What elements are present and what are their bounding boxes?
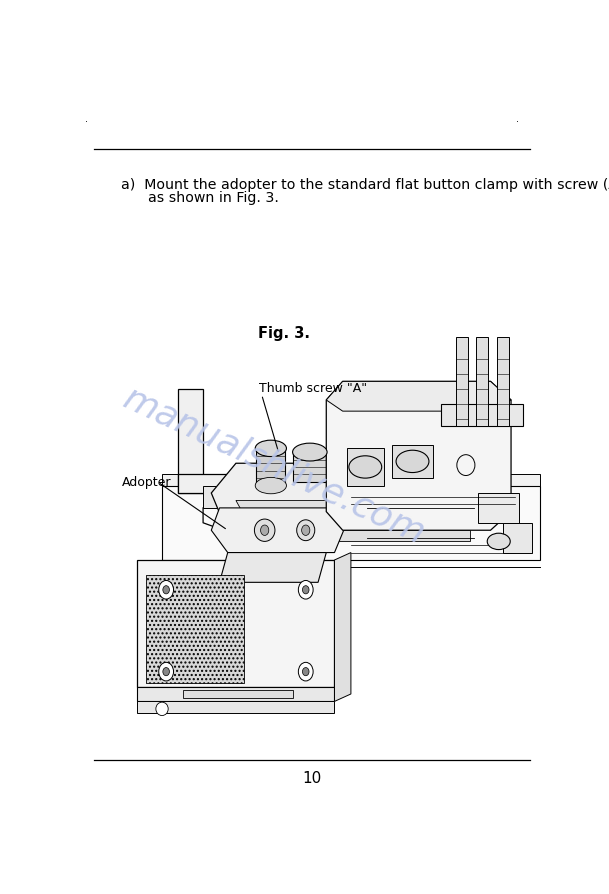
Polygon shape [503,523,532,552]
Ellipse shape [298,662,313,681]
Polygon shape [219,552,326,583]
Polygon shape [146,575,244,683]
Text: as shown in Fig. 3.: as shown in Fig. 3. [121,191,279,205]
Ellipse shape [163,586,169,595]
Polygon shape [442,404,523,426]
Ellipse shape [303,668,309,676]
Polygon shape [478,493,519,523]
Polygon shape [497,337,509,426]
Polygon shape [183,690,294,698]
Polygon shape [178,390,203,493]
Polygon shape [138,687,334,702]
Ellipse shape [349,456,382,478]
Text: Adopter: Adopter [122,476,172,489]
Ellipse shape [159,581,174,599]
Ellipse shape [261,526,269,536]
Polygon shape [392,445,433,478]
Polygon shape [326,382,511,411]
Text: a)  Mount the adopter to the standard flat button clamp with screw (A),: a) Mount the adopter to the standard fla… [121,177,609,191]
Text: manualshlive.com: manualshlive.com [118,380,431,550]
Polygon shape [294,452,326,482]
Polygon shape [476,337,488,426]
Polygon shape [256,449,285,486]
Polygon shape [236,531,470,542]
Ellipse shape [255,441,286,457]
Ellipse shape [303,586,309,595]
Ellipse shape [156,703,168,716]
Polygon shape [236,512,470,519]
Text: Fig. 3.: Fig. 3. [258,325,310,341]
Ellipse shape [255,519,275,542]
Ellipse shape [298,581,313,599]
Polygon shape [347,449,384,486]
Polygon shape [203,486,236,509]
Text: 10: 10 [303,771,322,785]
Polygon shape [138,561,334,687]
Polygon shape [162,475,540,486]
Polygon shape [334,552,351,702]
Ellipse shape [292,443,327,461]
Ellipse shape [487,534,510,550]
Ellipse shape [297,520,315,541]
Polygon shape [456,337,468,426]
Ellipse shape [396,451,429,473]
Ellipse shape [301,526,310,536]
Text: Thumb screw "A": Thumb screw "A" [259,382,367,394]
Polygon shape [138,702,334,713]
Text: ·: · [516,117,519,128]
Polygon shape [236,501,343,516]
Polygon shape [162,486,540,561]
Polygon shape [178,475,244,493]
Ellipse shape [159,662,174,681]
Polygon shape [211,509,347,552]
Polygon shape [211,464,367,523]
Text: ·: · [85,117,88,128]
Polygon shape [326,382,511,531]
Ellipse shape [255,478,286,494]
Ellipse shape [163,668,169,676]
